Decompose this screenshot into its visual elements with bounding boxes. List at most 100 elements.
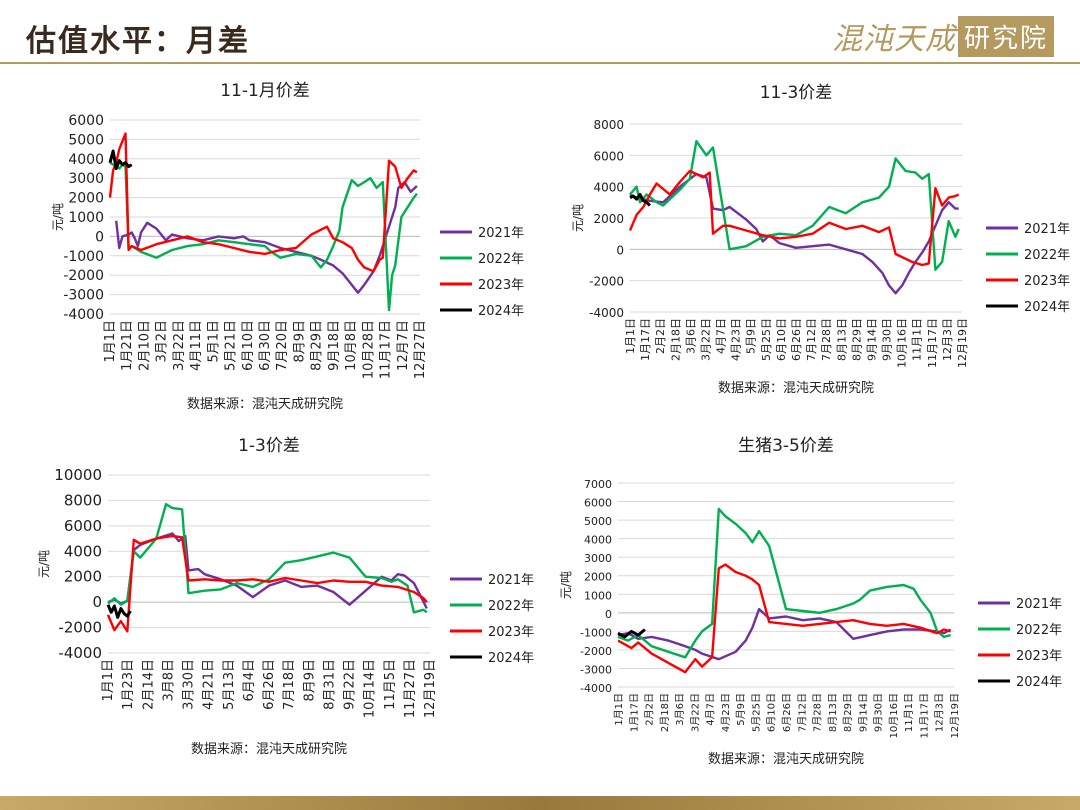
x-tick-label: 1月1日 — [624, 318, 637, 354]
legend-label: 2022年 — [478, 252, 524, 267]
series-line-2022 — [109, 161, 418, 312]
x-tick-label: 4月23日 — [720, 693, 732, 732]
series-line-2024 — [629, 193, 651, 207]
x-tick-label: 12月3日 — [941, 318, 954, 361]
x-tick-label: 5月21日 — [224, 320, 239, 371]
y-tick-label: 3000 — [584, 552, 612, 565]
x-tick-label: 11月1日 — [911, 318, 924, 361]
y-tick-label: 4000 — [68, 152, 104, 168]
x-tick-label: 10月8日 — [344, 320, 359, 371]
brand-script: 混沌天成 — [831, 22, 956, 57]
series-line-2023 — [628, 169, 960, 267]
y-tick-label: -3000 — [63, 288, 104, 304]
x-tick-label: 6月10日 — [241, 320, 256, 371]
y-tick-label: 2000 — [68, 191, 104, 207]
x-tick-label: 8月29日 — [842, 693, 854, 732]
chart-1-3-spread: 1-3价差 10000 8000 6000 4000 2000 0 -2000 -4000 元/吨… — [37, 436, 534, 757]
y-tick-label: 2000 — [593, 212, 624, 226]
x-tick-label: 10月14日 — [363, 659, 378, 718]
x-tick-label: 7月12日 — [796, 693, 808, 732]
x-tick-label: 12月3日 — [934, 693, 946, 732]
x-tick-label: 9月14日 — [857, 693, 869, 732]
y-tick-label: 8000 — [64, 491, 102, 509]
x-tick-label: 5月1日 — [206, 320, 221, 363]
chart-title: 11-1月价差 — [220, 81, 310, 101]
x-tick-label: 11月17日 — [918, 693, 930, 738]
series-line-2022 — [617, 507, 951, 659]
x-tick-label: 8月29日 — [310, 320, 325, 371]
y-tick-label: 0 — [616, 243, 624, 257]
y-tick-label: -4000 — [63, 307, 104, 323]
x-tick-label: 1月1日 — [101, 659, 116, 702]
x-tick-label: 4月7日 — [705, 693, 717, 726]
y-tick-label: 6000 — [64, 517, 102, 535]
chart-panel-hog-3-5: 生猪3-5价差 7000 6000 5000 4000 3000 2000 1000 0 -100… — [550, 435, 1070, 780]
series-line-2024 — [617, 628, 646, 639]
y-tick-label: 2000 — [64, 568, 102, 586]
legend-label: 2024年 — [478, 304, 524, 319]
x-tick-label: 3月8日 — [161, 659, 176, 702]
x-tick-label: 11月17日 — [379, 320, 394, 379]
brand-logo: 混沌天成 研究院 — [832, 14, 1054, 58]
x-tick-label: 7月20日 — [275, 320, 290, 371]
x-tick-label: 6月4日 — [242, 659, 257, 702]
x-tick-label: 5月25日 — [760, 318, 773, 361]
x-tick-label: 9月22日 — [343, 659, 358, 710]
y-tick-label: -2000 — [58, 619, 102, 637]
legend-label: 2023年 — [478, 278, 524, 293]
y-tick-label: -2000 — [63, 268, 104, 284]
y-tick-label: -2000 — [589, 275, 624, 289]
x-tick-label: 12月27日 — [413, 320, 428, 379]
y-tick-label: -3000 — [580, 663, 612, 676]
chart-panel-1-3: 1-3价差 10000 8000 6000 4000 2000 0 -2000 -4000 元/吨… — [20, 425, 550, 770]
series-line-2022 — [107, 502, 428, 614]
chart-title: 生猪3-5价差 — [738, 436, 834, 456]
x-tick-label: 11月27日 — [403, 659, 418, 718]
series-line-2022 — [629, 139, 960, 271]
y-tick-label: 8000 — [593, 118, 624, 132]
x-tick-label: 10月16日 — [888, 693, 900, 738]
page-title: 估值水平：月差 — [26, 24, 250, 59]
x-tick-label: 12月19日 — [423, 659, 438, 718]
x-tick-label: 1月21日 — [120, 320, 135, 371]
legend-label: 2022年 — [488, 599, 534, 614]
y-tick-label: -4000 — [589, 306, 624, 320]
x-tick-label: 2月10日 — [137, 320, 152, 371]
x-tick-label: 6月26日 — [790, 318, 803, 361]
x-tick-label: 2月14日 — [141, 659, 156, 710]
brand-box: 研究院 — [957, 15, 1054, 57]
footer-band — [0, 796, 1080, 810]
x-tick-label: 6月30日 — [258, 320, 273, 371]
header-rule — [0, 62, 1080, 64]
x-tick-label: 11月1日 — [903, 693, 915, 732]
legend-label: 2021年 — [1016, 597, 1062, 612]
legend-label: 2023年 — [1024, 274, 1070, 289]
data-source: 数据来源：混沌天成研究院 — [187, 397, 343, 412]
y-tick-label: -4000 — [58, 644, 102, 662]
y-tick-label: 3000 — [68, 171, 104, 187]
data-source: 数据来源：混沌天成研究院 — [708, 752, 864, 767]
x-tick-label: 6月10日 — [775, 318, 788, 361]
y-tick-label: 0 — [605, 608, 612, 621]
x-tick-label: 6月10日 — [766, 693, 778, 732]
data-source: 数据来源：混沌天成研究院 — [191, 742, 347, 757]
legend-label: 2021年 — [488, 573, 534, 588]
y-tick-label: 2000 — [584, 571, 612, 584]
y-tick-label: 4000 — [64, 542, 102, 560]
y-tick-label: 5000 — [584, 515, 612, 528]
chart-11-1-spread: 11-1月价差 6000 5000 4000 3000 2000 1000 0 -1000 -20… — [51, 81, 524, 412]
legend-label: 2023年 — [488, 625, 534, 640]
series-line-2023 — [108, 132, 418, 273]
x-tick-label: 2月18日 — [669, 318, 682, 361]
legend-label: 2023年 — [1016, 649, 1062, 664]
x-tick-label: 11月17日 — [926, 318, 939, 368]
y-axis-label: 元/吨 — [37, 550, 51, 578]
x-tick-label: 1月1日 — [613, 693, 625, 726]
y-tick-label: 4000 — [584, 534, 612, 547]
x-tick-label: 3月6日 — [674, 693, 686, 726]
x-tick-label: 12月19日 — [949, 693, 961, 738]
x-tick-label: 1月17日 — [639, 318, 652, 361]
series-line-2021 — [617, 607, 952, 661]
x-tick-label: 11月5日 — [383, 659, 398, 710]
series-line-2024 — [108, 149, 133, 170]
